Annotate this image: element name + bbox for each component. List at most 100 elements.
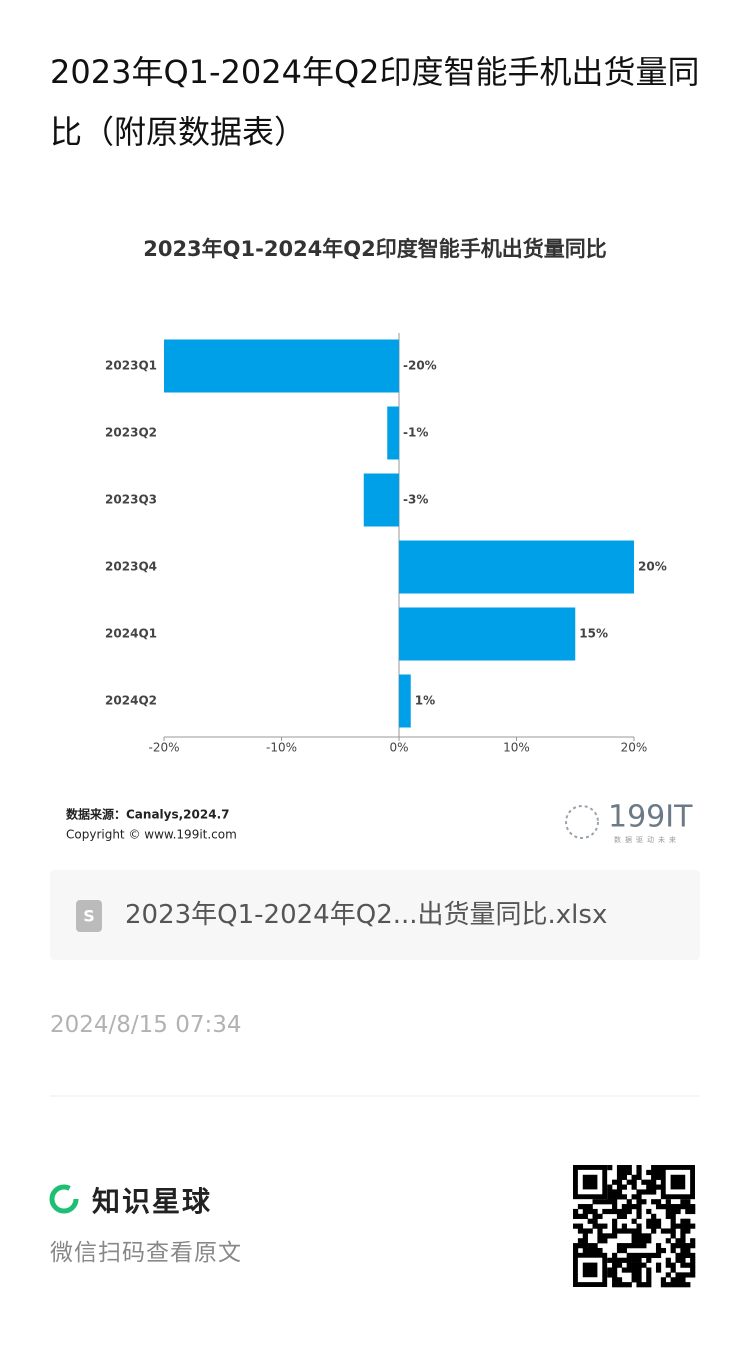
qr-module — [616, 1189, 623, 1195]
qr-module — [616, 1257, 623, 1263]
qr-module — [616, 1282, 623, 1288]
bar — [164, 339, 399, 393]
qr-module — [690, 1208, 696, 1215]
qr-module — [631, 1228, 637, 1234]
qr-module — [597, 1233, 603, 1239]
qr-module — [675, 1277, 681, 1283]
qr-module — [577, 1213, 584, 1219]
qr-module — [592, 1199, 598, 1205]
qr-module — [612, 1204, 618, 1210]
qr-module — [646, 1169, 652, 1176]
qr-module — [587, 1243, 593, 1249]
qr-module — [641, 1238, 647, 1244]
qr-module — [592, 1208, 598, 1215]
qr-module — [685, 1282, 691, 1288]
bar — [399, 674, 411, 728]
qr-module — [607, 1189, 613, 1195]
qr-module — [646, 1267, 652, 1273]
qr-module — [636, 1223, 642, 1229]
qr-module — [626, 1199, 632, 1205]
qr-module — [577, 1238, 584, 1244]
qr-module — [651, 1184, 657, 1190]
qr-module — [636, 1257, 642, 1263]
qr-module — [612, 1218, 618, 1224]
qr-module — [621, 1282, 627, 1288]
qr-module — [582, 1233, 588, 1239]
qr-module — [582, 1213, 588, 1219]
y-tick-label: 2023Q3 — [105, 493, 157, 507]
qr-module — [636, 1194, 642, 1200]
qr-module — [646, 1257, 652, 1263]
qr-module — [665, 1199, 671, 1205]
qr-module — [685, 1223, 691, 1229]
qr-module — [660, 1247, 667, 1254]
qr-module — [685, 1247, 691, 1254]
qr-module — [616, 1184, 623, 1190]
data-label: 15% — [579, 627, 608, 641]
qr-module — [690, 1257, 696, 1263]
qr-module — [670, 1204, 676, 1210]
qr-module — [621, 1208, 627, 1215]
qr-module — [646, 1272, 652, 1278]
qr-module — [636, 1174, 642, 1180]
qr-module — [573, 1247, 579, 1254]
qr-module — [626, 1282, 632, 1288]
qr-module — [641, 1179, 647, 1185]
qr-module — [646, 1218, 652, 1224]
qr-module — [612, 1228, 618, 1234]
qr-module — [612, 1199, 618, 1205]
data-label: 1% — [415, 694, 435, 708]
qr-module — [612, 1179, 618, 1185]
qr-module — [646, 1189, 652, 1195]
qr-module — [651, 1252, 657, 1259]
qr-module — [655, 1267, 662, 1273]
qr-module — [665, 1272, 671, 1278]
qr-module — [612, 1208, 618, 1215]
qr-module — [631, 1204, 637, 1210]
qr-module — [621, 1204, 627, 1210]
qr-module — [612, 1277, 618, 1283]
qr-module — [631, 1194, 637, 1200]
qr-module — [655, 1243, 662, 1249]
qr-module — [607, 1199, 613, 1205]
qr-module — [680, 1238, 686, 1244]
qr-module — [592, 1223, 598, 1229]
qr-module — [680, 1233, 686, 1239]
qr-module — [616, 1174, 623, 1180]
qr-module — [607, 1233, 613, 1239]
qr-module — [621, 1165, 627, 1171]
qr-module — [597, 1223, 603, 1229]
qr-module — [651, 1199, 657, 1205]
qr-module — [685, 1272, 691, 1278]
qr-module — [616, 1179, 623, 1185]
qr-module — [621, 1267, 627, 1273]
qr-module — [607, 1267, 613, 1273]
qr-module — [680, 1218, 686, 1224]
qr-module — [655, 1199, 662, 1205]
qr-module — [670, 1243, 676, 1249]
qr-module — [646, 1252, 652, 1259]
qr-module — [612, 1257, 618, 1263]
bar — [363, 473, 399, 527]
qr-module — [616, 1228, 623, 1234]
qr-module — [675, 1223, 681, 1229]
qr-module — [631, 1238, 637, 1244]
qr-module — [597, 1213, 603, 1219]
qr-module — [675, 1272, 681, 1278]
qr-module — [573, 1243, 579, 1249]
qr-module — [631, 1272, 637, 1278]
qr-module — [616, 1194, 623, 1200]
qr-module — [602, 1208, 608, 1215]
qr-module — [612, 1189, 618, 1195]
qr-module — [612, 1272, 618, 1278]
qr-module — [665, 1228, 671, 1234]
y-tick-label: 2024Q2 — [105, 694, 157, 708]
qr-module — [631, 1277, 637, 1283]
qr-module — [655, 1174, 662, 1180]
qr-module — [680, 1277, 686, 1283]
qr-module — [582, 1204, 588, 1210]
qr-module — [636, 1262, 642, 1268]
attachment[interactable]: S 2023年Q1-2024年Q2...出货量同比.xlsx — [50, 870, 700, 960]
qr-module — [607, 1165, 613, 1171]
qr-module — [670, 1208, 676, 1215]
